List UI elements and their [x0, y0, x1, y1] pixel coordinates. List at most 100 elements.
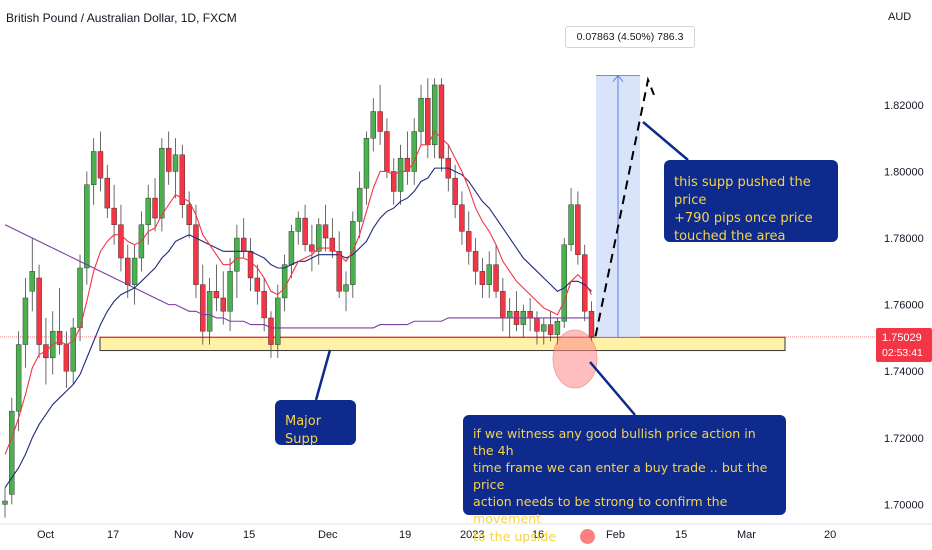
candle-body [568, 204, 574, 245]
x-tick-label: Mar [737, 529, 756, 541]
candle-body [84, 184, 90, 269]
candle-body [70, 327, 76, 372]
axes-layer: 1.82000 1.80000 1.78000 1.76000 1.74000 1.720… [0, 100, 932, 541]
candle-body [288, 231, 295, 265]
measure-label: 0.07863 (4.50%) 786.3 [565, 26, 695, 48]
callout-line: Major Supp [285, 414, 322, 447]
ma-long-line [4, 224, 592, 329]
x-tick-label: 16 [532, 529, 544, 541]
callout-line: to the upside [473, 527, 778, 546]
candle-body [97, 151, 104, 179]
candle-body [2, 500, 8, 505]
candle-body [316, 224, 322, 252]
candle-body [104, 177, 111, 209]
y-tick-label: 1.72000 [884, 433, 924, 445]
candle-body [363, 137, 370, 189]
callout-last-line: to the upside [473, 529, 557, 544]
candle-body [234, 237, 240, 272]
callout-supp-pushed[interactable]: this supp pushed the price +790 pips onc… [664, 160, 838, 244]
candle-body [384, 131, 390, 172]
candle-body [370, 111, 376, 139]
callout-buy-plan[interactable]: if we witness any good bullish price act… [463, 415, 786, 546]
candle-body [179, 154, 186, 205]
candle-body [391, 171, 397, 192]
emoji-icon [578, 527, 598, 546]
projection-path [594, 76, 655, 337]
price-label-bg [876, 327, 932, 362]
candle-body [240, 237, 247, 252]
callout-line: time frame we can enter a buy trade .. b… [473, 460, 768, 492]
candle-body [145, 197, 151, 225]
candle-body [575, 204, 581, 255]
x-tick-label: 19 [399, 529, 411, 541]
candle-body [350, 221, 356, 285]
candle-body [493, 264, 499, 292]
y-tick-label: 1.78000 [884, 233, 924, 245]
candle-body [206, 291, 213, 332]
callout-pointer-1 [642, 121, 689, 161]
highlight-ellipse [552, 329, 598, 389]
candle-body [541, 324, 547, 332]
callout-pointer-3 [589, 361, 636, 416]
y-tick-label: 1.76000 [884, 300, 924, 312]
target-arrow-icon [612, 74, 624, 82]
candle-body [172, 154, 179, 172]
candle-body [22, 297, 29, 345]
callout-line: if we witness any good bullish price act… [473, 426, 756, 458]
candle-body [56, 331, 63, 345]
callout-line: action needs to be strong to confirm the… [473, 494, 728, 526]
candle-body [29, 271, 35, 292]
candle-body [131, 257, 138, 285]
candle-body [9, 410, 15, 495]
ema-fast-line [4, 130, 593, 455]
x-tick-label: 2023 [460, 529, 484, 541]
price-label-value: 1.75029 [882, 332, 922, 344]
candle-body [200, 284, 206, 332]
candle-body [356, 187, 363, 222]
candle-body [554, 321, 561, 335]
candle-body [329, 237, 336, 252]
candle-body [159, 147, 165, 219]
x-tick-label: Oct [37, 529, 54, 541]
x-tick-label: 15 [243, 529, 255, 541]
price-label-countdown: 02:53:41 [882, 347, 923, 359]
candle-body [534, 317, 540, 332]
candle-body [111, 207, 117, 225]
candle-body [36, 277, 42, 345]
candle-body [220, 297, 226, 312]
candle-body [227, 271, 233, 312]
x-tick-label: 15 [675, 529, 687, 541]
y-tick-label: 1.70000 [884, 499, 924, 511]
candle-body [459, 204, 465, 232]
candle-body [582, 254, 588, 312]
callout-major-supp[interactable]: Major Supp [275, 400, 356, 447]
candle-body [479, 271, 486, 285]
candle-body [425, 98, 431, 146]
candle-body [165, 147, 172, 172]
candle-body [125, 257, 131, 285]
candle-body [322, 224, 329, 239]
candle-body [588, 311, 595, 338]
drawings-layer [314, 76, 689, 416]
candle-body [418, 98, 424, 132]
candle-body [118, 224, 124, 259]
x-tick-label: Feb [606, 529, 625, 541]
callout-line: this supp pushed the price [674, 175, 811, 208]
candle-body [452, 177, 458, 205]
candle-body [261, 291, 267, 319]
candle-body [302, 217, 308, 245]
candle-body [431, 84, 438, 146]
candle-body [186, 204, 192, 225]
candle-body [193, 224, 199, 285]
candle-body [336, 251, 342, 292]
candle-body [547, 324, 554, 335]
y-tick-label: 1.82000 [884, 100, 924, 112]
candle-body [377, 111, 383, 132]
candle-body [438, 84, 445, 159]
indicator-lines [4, 130, 593, 489]
candle-body [561, 244, 567, 322]
candle-body [295, 217, 301, 232]
candle-body [275, 297, 281, 345]
